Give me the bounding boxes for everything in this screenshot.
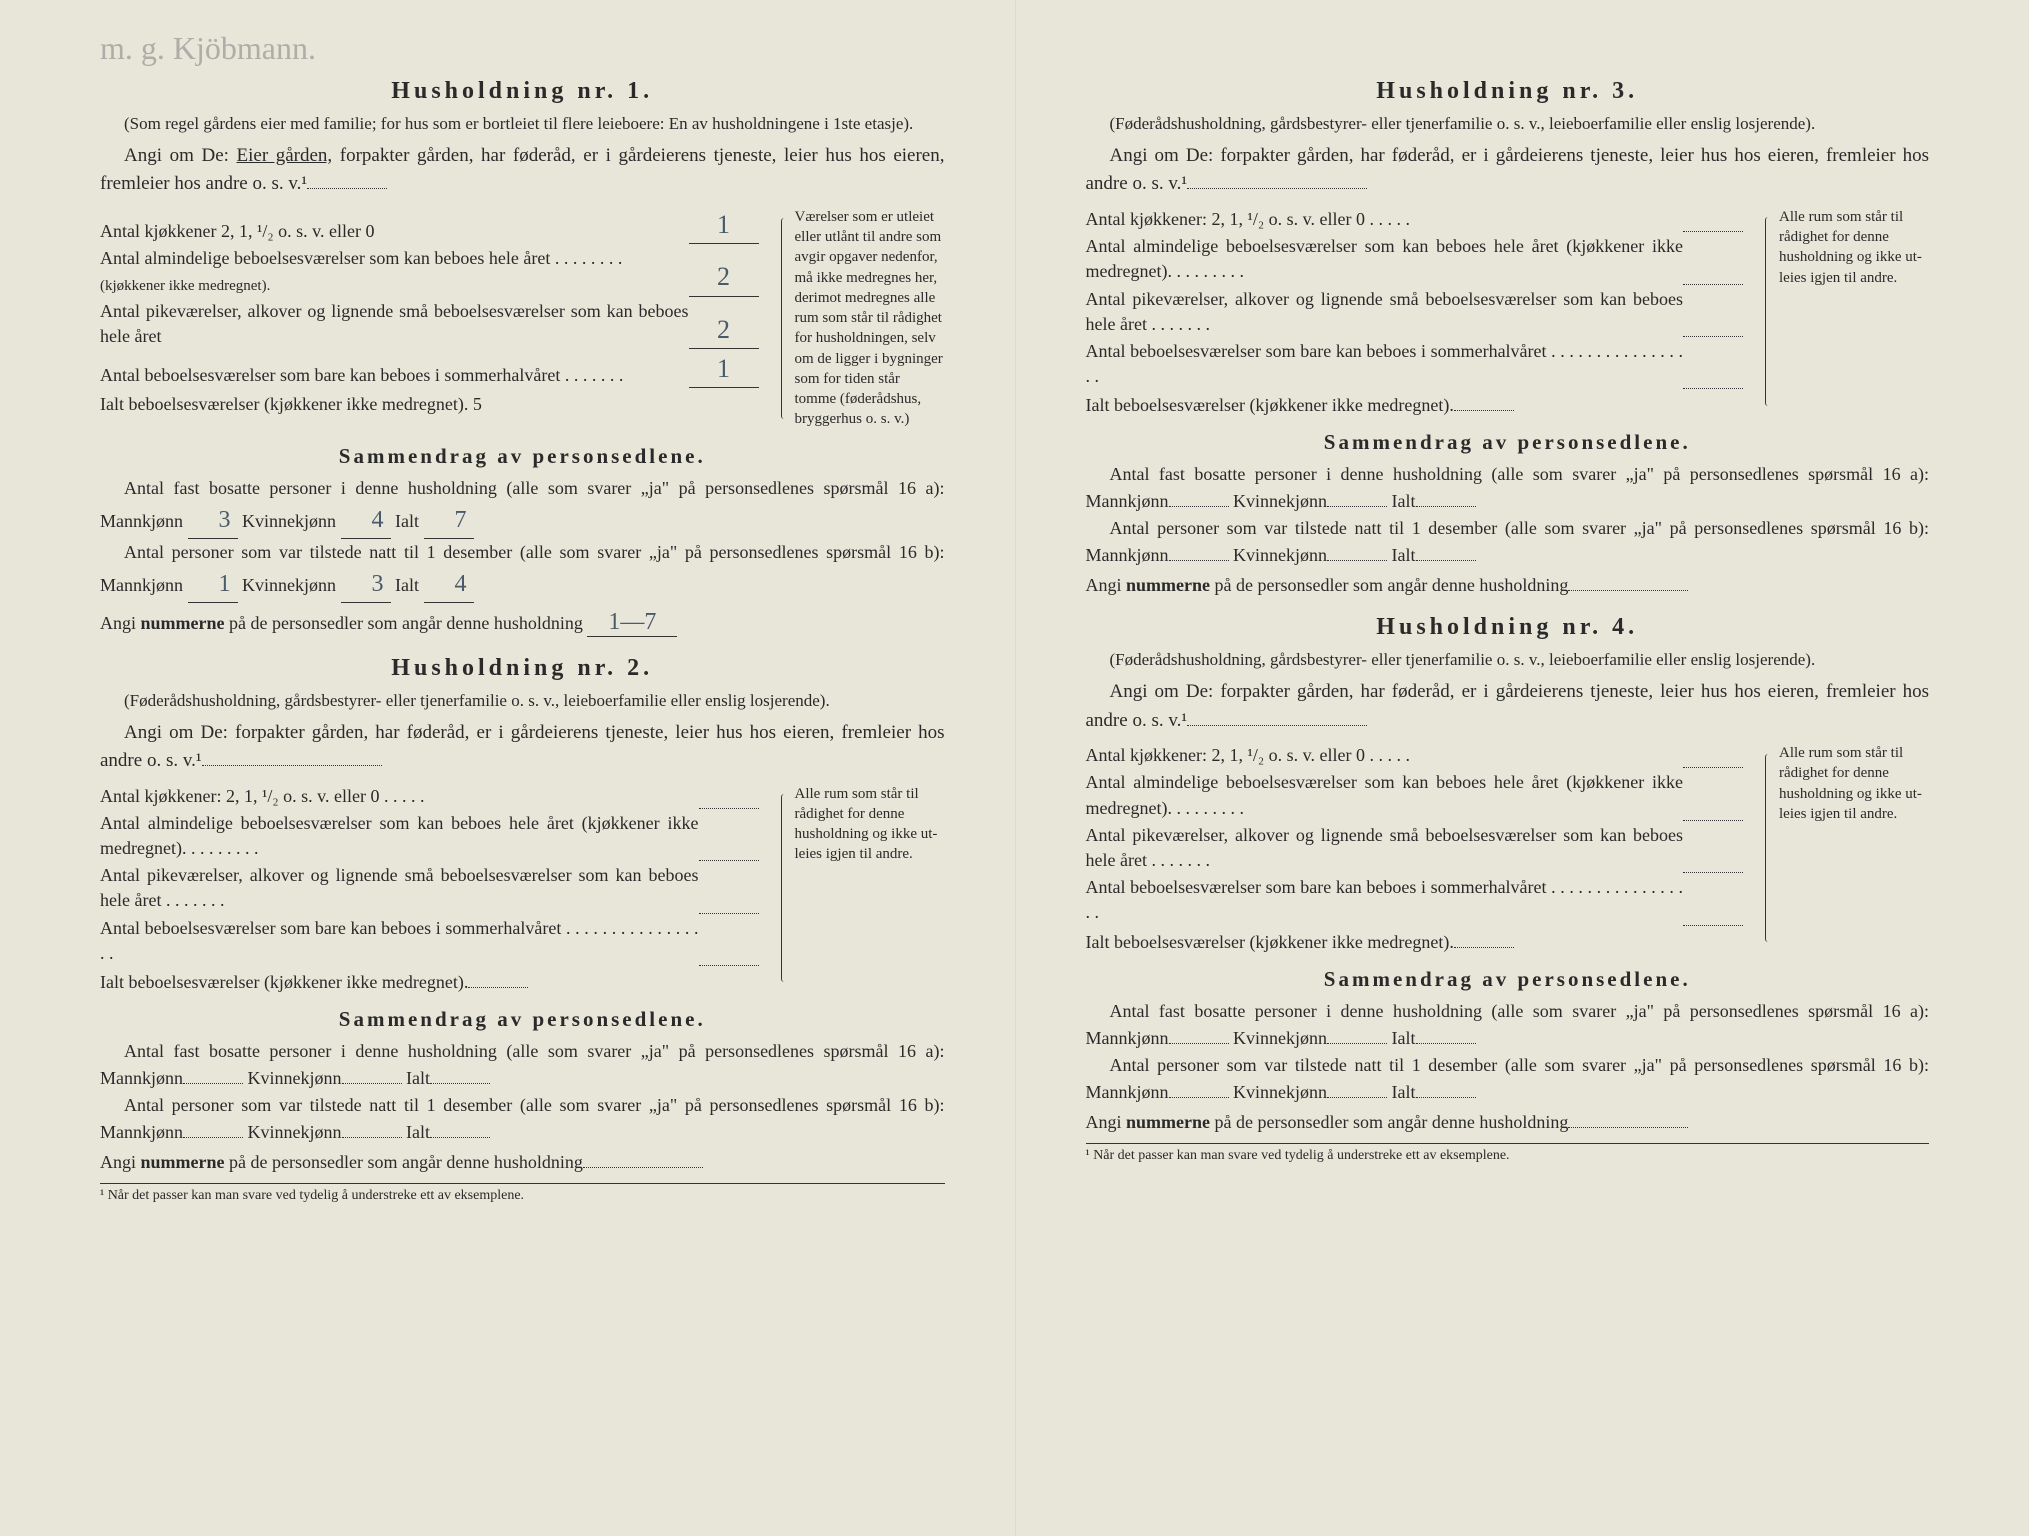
household-4-title: Husholdning nr. 4.: [1086, 614, 1930, 641]
female-count: 4: [341, 502, 391, 539]
brace-icon: [1759, 743, 1773, 952]
handwritten-note: m. g. Kjöbmann.: [100, 30, 316, 67]
ordinary-rooms-row-4: Antal almindelige beboelsesværelser som …: [1086, 770, 1744, 820]
summer-rooms-row-2: Antal beboelsesværelser som bare kan beb…: [100, 916, 759, 966]
household-1-angi: Angi om De: Eier gården, forpakter gårde…: [100, 142, 945, 199]
household-1-title: Husholdning nr. 1.: [100, 78, 945, 105]
maid-rooms-row-3: Antal pikeværelser, alkover og lignende …: [1086, 287, 1744, 337]
summer-rooms-row-3: Antal beboelsesværelser som bare kan beb…: [1086, 339, 1744, 389]
household-4-rows: Antal kjøkkener: 2, 1, ¹/₂ o. s. v. elle…: [1086, 743, 1930, 952]
fast-persons-3: Antal fast bosatte personer i denne hush…: [1086, 461, 1930, 515]
household-4-intro: (Føderådshusholdning, gårdsbestyrer- ell…: [1086, 649, 1930, 672]
brace-icon: [775, 784, 789, 993]
male-present: 1: [188, 566, 238, 603]
sheet-numbers: 1—7: [587, 609, 677, 637]
angi-numbers-4: Angi nummerne på de personsedler som ang…: [1086, 1112, 1930, 1133]
total-rooms-row: Ialt beboelsesværelser (kjøkkener ikke m…: [100, 394, 759, 415]
maid-rooms-value: 2: [689, 312, 759, 349]
summer-rooms-value: 1: [689, 351, 759, 388]
household-2-intro: (Føderådshusholdning, gårdsbestyrer- ell…: [100, 690, 945, 713]
summer-rooms-row-4: Antal beboelsesværelser som bare kan beb…: [1086, 875, 1744, 925]
kitchen-row-4: Antal kjøkkener: 2, 1, ¹/₂ o. s. v. elle…: [1086, 743, 1744, 768]
fast-persons-1: Antal fast bosatte personer i denne hush…: [100, 475, 945, 539]
present-persons-1: Antal personer som var tilstede natt til…: [100, 539, 945, 603]
summer-rooms-row: Antal beboelsesværelser som bare kan be­…: [100, 351, 759, 388]
angi-numbers-3: Angi nummerne på de personsedler som ang…: [1086, 575, 1930, 596]
maid-rooms-row-4: Antal pikeværelser, alkover og lignende …: [1086, 823, 1744, 873]
kitchen-row-2: Antal kjøkkener: 2, 1, ¹/₂ o. s. v. elle…: [100, 784, 759, 809]
ordinary-rooms-row-2: Antal almindelige beboelsesværelser som …: [100, 811, 759, 861]
total-rooms-row-3: Ialt beboelsesværelser (kjøkkener ikke m…: [1086, 395, 1744, 416]
brace-icon: [1759, 207, 1773, 416]
kitchen-row-3: Antal kjøkkener: 2, 1, ¹/₂ o. s. v. elle…: [1086, 207, 1744, 232]
angi-prefix: Angi om De:: [124, 145, 229, 166]
maid-rooms-row: Antal pikeværelser, alkover og lignende …: [100, 299, 759, 349]
household-4-sidebar: Alle rum som står til rådighet for denne…: [1759, 743, 1929, 952]
fast-persons-4: Antal fast bosatte personer i denne hush…: [1086, 998, 1930, 1052]
household-1-rows: Antal kjøkkener 2, 1, ¹/₂ o. s. v. eller…: [100, 207, 945, 430]
household-3-title: Husholdning nr. 3.: [1086, 78, 1930, 105]
right-page: Husholdning nr. 3. (Føderådshusholdning,…: [1015, 0, 2029, 1536]
fast-persons-2: Antal fast bosatte personer i denne hush…: [100, 1038, 945, 1092]
household-2-title: Husholdning nr. 2.: [100, 655, 945, 682]
female-present: 3: [341, 566, 391, 603]
summary-2-title: Sammendrag av personsedlene.: [100, 1007, 945, 1032]
maid-rooms-row-2: Antal pikeværelser, alkover og lignende …: [100, 863, 759, 913]
ordinary-rooms-row: Antal almindelige beboelsesværelser som …: [100, 246, 759, 296]
household-2-angi: Angi om De: forpakter gården, har føderå…: [100, 719, 945, 776]
footnote-left: ¹ Når det passer kan man svare ved tydel…: [100, 1183, 945, 1204]
ordinary-rooms-row-3: Antal almindelige beboelsesværelser som …: [1086, 234, 1744, 284]
total-present: 4: [424, 566, 474, 603]
kitchen-row: Antal kjøkkener 2, 1, ¹/₂ o. s. v. eller…: [100, 207, 759, 244]
angi-numbers-2: Angi nummerne på de personsedler som ang…: [100, 1152, 945, 1173]
household-4-angi: Angi om De: forpakter gården, har føderå…: [1086, 678, 1930, 735]
total-rooms-row-4: Ialt beboelsesværelser (kjøkkener ikke m…: [1086, 932, 1744, 953]
kitchen-value: 1: [689, 207, 759, 244]
total-rooms-value: 5: [473, 394, 482, 414]
household-3-rows: Antal kjøkkener: 2, 1, ¹/₂ o. s. v. elle…: [1086, 207, 1930, 416]
left-page: m. g. Kjöbmann. Husholdning nr. 1. (Som …: [0, 0, 1015, 1536]
household-2-sidebar: Alle rum som står til rådighet for denne…: [775, 784, 945, 993]
male-count: 3: [188, 502, 238, 539]
present-persons-3: Antal personer som var tilstede natt til…: [1086, 515, 1930, 569]
household-2-rows: Antal kjøkkener: 2, 1, ¹/₂ o. s. v. elle…: [100, 784, 945, 993]
household-1-sidebar: Værelser som er utleiet eller utlånt til…: [775, 207, 945, 430]
household-3-sidebar: Alle rum som står til rådighet for denne…: [1759, 207, 1929, 416]
total-rooms-row-2: Ialt beboelsesværelser (kjøkkener ikke m…: [100, 972, 759, 993]
summary-4-title: Sammendrag av personsedlene.: [1086, 967, 1930, 992]
summary-1-title: Sammendrag av personsedlene.: [100, 444, 945, 469]
present-persons-4: Antal personer som var tilstede natt til…: [1086, 1052, 1930, 1106]
household-3-intro: (Føderådshusholdning, gårdsbestyrer- ell…: [1086, 113, 1930, 136]
summary-3-title: Sammendrag av personsedlene.: [1086, 430, 1930, 455]
ordinary-rooms-value: 2: [689, 259, 759, 296]
household-1-intro: (Som regel gårdens eier med familie; for…: [100, 113, 945, 136]
present-persons-2: Antal personer som var tilstede natt til…: [100, 1092, 945, 1146]
angi-numbers-1: Angi nummerne på de personsedler som ang…: [100, 609, 945, 637]
household-3-angi: Angi om De: forpakter gården, har føderå…: [1086, 142, 1930, 199]
angi-underlined: Eier gården,: [237, 145, 333, 166]
brace-icon: [775, 207, 789, 430]
total-persons: 7: [424, 502, 474, 539]
footnote-right: ¹ Når det passer kan man svare ved tydel…: [1086, 1143, 1930, 1164]
